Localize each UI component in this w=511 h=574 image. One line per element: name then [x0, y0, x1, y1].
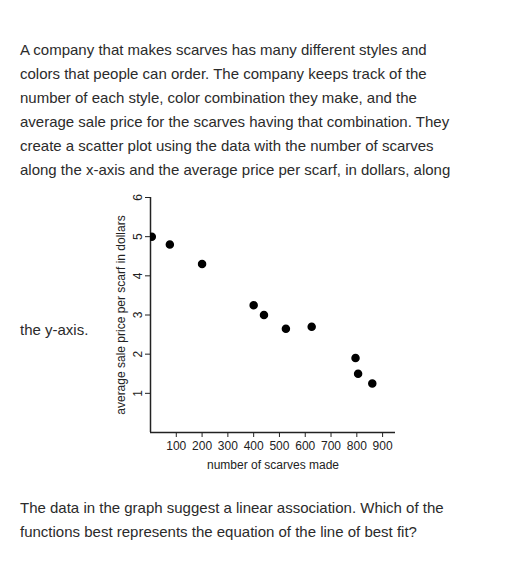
- html-text:functions best represents the: functions best represents the equation o…: [20, 523, 417, 540]
- svg-text:500: 500: [269, 439, 289, 453]
- svg-text:400: 400: [244, 439, 264, 453]
- html-text:average sale price for the sca: average sale price for the scarves havin…: [20, 113, 450, 130]
- svg-text:6: 6: [131, 194, 145, 201]
- svg-text:100: 100: [166, 439, 186, 453]
- html-text:The data in the graph suggest: The data in the graph suggest a linear a…: [20, 499, 444, 516]
- svg-text:4: 4: [131, 272, 145, 279]
- svg-text:800: 800: [347, 439, 367, 453]
- svg-text:900: 900: [373, 439, 393, 453]
- html-text:along the x-axis and the avera: along the x-axis and the average price p…: [20, 161, 451, 178]
- svg-text:600: 600: [295, 439, 315, 453]
- svg-text:700: 700: [321, 439, 341, 453]
- html-text:number of each style, color co: number of each style, color combination …: [20, 89, 417, 106]
- svg-text:1: 1: [131, 390, 145, 397]
- svg-text:300: 300: [218, 439, 238, 453]
- svg-text:number of scarves made: number of scarves made: [207, 458, 339, 472]
- html-text:colors that people can order.: colors that people can order. The compan…: [20, 65, 427, 82]
- svg-text:200: 200: [192, 439, 212, 453]
- svg-text:3: 3: [131, 311, 145, 318]
- svg-text:average sale price per scarf i: average sale price per scarf in dollars: [114, 215, 128, 414]
- html-text:the y-axis.: the y-axis.: [20, 321, 89, 338]
- svg-text:2: 2: [131, 351, 145, 358]
- html-text:A company that makes scarves h: A company that makes scarves has many di…: [20, 41, 427, 58]
- svg-text:5: 5: [131, 233, 145, 240]
- html-text:create a scatter plot using th: create a scatter plot using the data wit…: [20, 137, 434, 154]
